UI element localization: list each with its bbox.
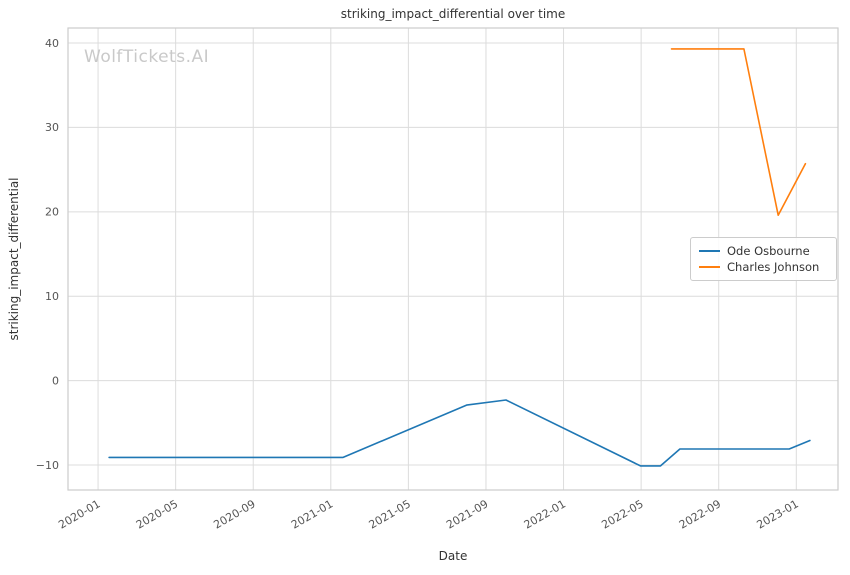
series-line-charles-johnson: [670, 48, 807, 216]
plot-frame: [67, 27, 839, 491]
legend-entry: Ode Osbourne: [699, 243, 828, 259]
series-line-ode-osbourne: [108, 399, 811, 467]
legend-label: Charles Johnson: [727, 260, 820, 274]
x-tick-label: 2020-09: [211, 497, 257, 531]
legend-entry: Charles Johnson: [699, 259, 828, 275]
watermark: WolfTickets.AI: [84, 47, 210, 67]
y-tick-label: 20: [45, 206, 59, 219]
legend-swatch: [699, 250, 720, 252]
x-tick-label: 2020-05: [134, 497, 180, 531]
y-axis-label: striking_impact_differential: [7, 177, 21, 341]
y-tick-label: 30: [45, 121, 59, 134]
x-tick-label: 2022-09: [677, 497, 723, 531]
y-tick-label: 40: [45, 37, 59, 50]
legend: Ode Osbourne Charles Johnson: [690, 237, 837, 281]
x-tick-label: 2022-01: [522, 497, 568, 531]
y-tick-label: 10: [45, 290, 59, 303]
legend-label: Ode Osbourne: [727, 244, 810, 258]
x-axis-label: Date: [438, 549, 468, 563]
y-tick-label: −10: [36, 459, 59, 472]
x-tick-label: 2023-01: [754, 497, 800, 531]
x-tick-label: 2021-05: [367, 497, 413, 531]
legend-swatch: [699, 266, 720, 268]
y-tick-label: 0: [52, 374, 59, 387]
x-tick-label: 2022-05: [599, 497, 645, 531]
x-tick-label: 2021-01: [289, 497, 335, 531]
x-tick-label: 2021-09: [444, 497, 490, 531]
chart-title: striking_impact_differential over time: [340, 7, 566, 21]
x-tick-label: 2020-01: [56, 497, 102, 531]
